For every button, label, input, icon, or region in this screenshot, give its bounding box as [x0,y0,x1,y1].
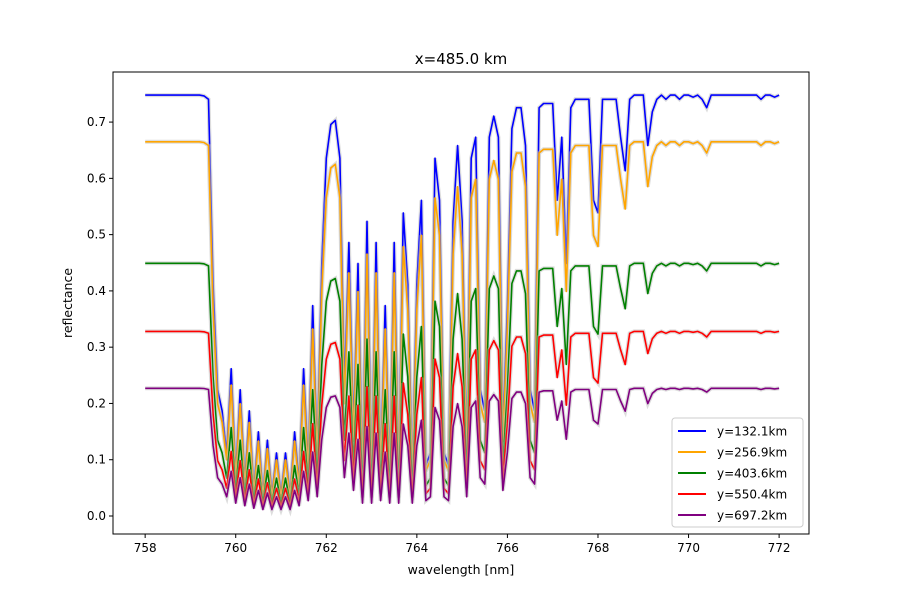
y-tick-label: 0.4 [87,284,106,298]
legend-label: y=256.9km [717,446,787,460]
x-tick-label: 762 [315,541,338,555]
x-tick-label: 772 [768,541,791,555]
series-line-3 [145,330,780,508]
series-layer [145,92,780,517]
y-tick-label: 0.3 [87,340,106,354]
legend-label: y=403.6km [717,467,787,481]
series-line-2 [145,262,780,505]
y-tick-label: 0.2 [87,396,106,410]
y-tick-label: 0.0 [87,509,106,523]
y-tick-label: 0.6 [87,171,106,185]
legend: y=132.1km y=256.9km y=403.6km y=550.4km y=69… [671,417,804,528]
y-tick-label: 0.1 [87,453,106,467]
x-axis: 758 760 762 764 766 768 770 772 [134,534,791,555]
y-axis-label: reflectance [60,268,75,338]
legend-label: y=697.2km [717,509,787,523]
y-tick-label: 0.5 [87,228,106,242]
chart-title: x=485.0 km [415,50,507,68]
x-tick-label: 758 [134,541,157,555]
x-tick-label: 768 [587,541,610,555]
x-tick-label: 770 [677,541,700,555]
x-tick-label: 766 [496,541,519,555]
plot-frame [112,71,810,535]
y-tick-label: 0.7 [87,115,106,129]
x-axis-label: wavelength [nm] [408,562,515,577]
legend-label: y=550.4km [717,488,787,502]
y-axis: 0.0 0.1 0.2 0.3 0.4 0.5 0.6 0.7 [87,115,113,523]
series-line-4 [145,387,780,511]
x-tick-label: 764 [405,541,428,555]
x-tick-label: 760 [224,541,247,555]
series-line-1 [145,141,780,499]
legend-label: y=132.1km [717,425,787,439]
